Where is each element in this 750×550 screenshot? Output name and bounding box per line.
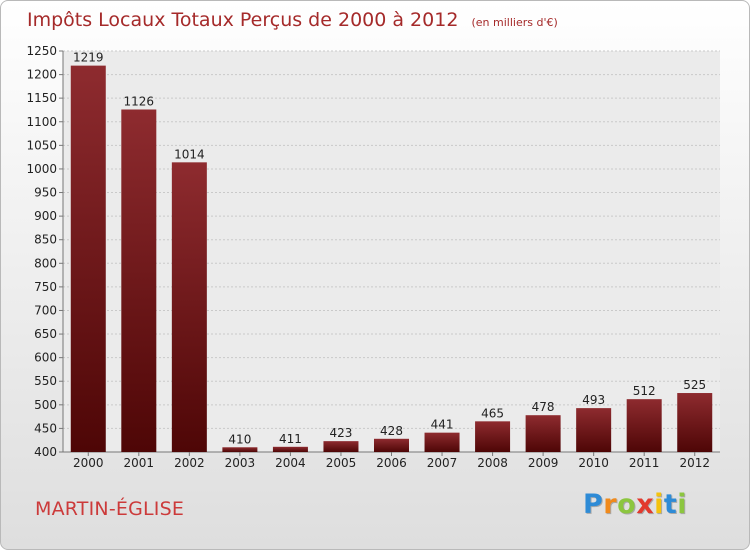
bar-value-label: 1126 bbox=[124, 94, 155, 108]
bar-value-label: 441 bbox=[431, 418, 454, 432]
x-tick-label: 2004 bbox=[275, 456, 306, 470]
logo-letter: i bbox=[654, 489, 664, 520]
x-tick-label: 2007 bbox=[427, 456, 458, 470]
y-tick-label: 900 bbox=[34, 209, 57, 223]
y-tick-label: 1250 bbox=[26, 44, 57, 58]
x-tick-label: 2008 bbox=[477, 456, 508, 470]
bar bbox=[70, 65, 106, 453]
bar-value-label: 428 bbox=[380, 424, 403, 438]
plot-area bbox=[63, 51, 720, 452]
y-tick-label: 450 bbox=[34, 421, 57, 435]
logo-letter: t bbox=[663, 489, 678, 520]
y-tick-label: 1100 bbox=[26, 115, 57, 129]
bar bbox=[222, 447, 258, 452]
location-label: MARTIN-ÉGLISE bbox=[35, 498, 185, 520]
x-tick-label: 2001 bbox=[124, 456, 155, 470]
logo-letter: x bbox=[636, 489, 655, 520]
y-tick-label: 500 bbox=[34, 398, 57, 412]
bar bbox=[576, 408, 612, 452]
y-tick-label: 1150 bbox=[26, 91, 57, 105]
y-tick-label: 1200 bbox=[26, 68, 57, 82]
bar-value-label: 1219 bbox=[73, 51, 104, 65]
bar bbox=[272, 446, 308, 452]
bar-value-label: 478 bbox=[532, 400, 555, 414]
bar bbox=[171, 162, 207, 452]
bar-value-label: 512 bbox=[633, 384, 656, 398]
bar bbox=[677, 393, 713, 452]
logo-letter: o bbox=[617, 489, 637, 520]
bar bbox=[323, 441, 359, 452]
y-tick-label: 650 bbox=[34, 327, 57, 341]
bar-value-label: 525 bbox=[683, 378, 706, 392]
y-tick-label: 550 bbox=[34, 374, 57, 388]
y-tick-label: 950 bbox=[34, 186, 57, 200]
y-tick-label: 700 bbox=[34, 303, 57, 317]
bar bbox=[525, 415, 561, 452]
y-tick-label: 400 bbox=[34, 445, 57, 459]
logo-letter: r bbox=[603, 489, 618, 520]
y-tick-label: 600 bbox=[34, 351, 57, 365]
bar bbox=[374, 438, 409, 452]
y-tick-label: 750 bbox=[34, 280, 57, 294]
x-tick-label: 2012 bbox=[679, 456, 710, 470]
bar-value-label: 411 bbox=[279, 432, 302, 446]
x-tick-label: 2006 bbox=[376, 456, 407, 470]
x-tick-label: 2011 bbox=[629, 456, 660, 470]
x-tick-label: 2003 bbox=[225, 456, 256, 470]
x-tick-label: 2009 bbox=[528, 456, 559, 470]
bar-value-label: 493 bbox=[582, 393, 605, 407]
bar bbox=[121, 109, 157, 452]
proxiti-logo: Proxiti bbox=[583, 489, 687, 520]
logo-letter: i bbox=[677, 489, 688, 520]
x-tick-label: 2005 bbox=[326, 456, 357, 470]
x-tick-label: 2002 bbox=[174, 456, 205, 470]
chart-title-main: Impôts Locaux Totaux Perçus de 2000 à 20… bbox=[27, 9, 459, 31]
bar bbox=[424, 432, 460, 452]
bar-value-label: 465 bbox=[481, 406, 504, 420]
chart-title: Impôts Locaux Totaux Perçus de 2000 à 20… bbox=[27, 9, 558, 31]
chart-subtitle: (en milliers d'€) bbox=[471, 16, 558, 29]
logo-letter: P bbox=[583, 489, 604, 520]
bar bbox=[626, 399, 662, 452]
bar-value-label: 1014 bbox=[174, 147, 205, 161]
y-tick-label: 850 bbox=[34, 233, 57, 247]
bar-value-label: 423 bbox=[330, 426, 353, 440]
y-tick-label: 1050 bbox=[26, 138, 57, 152]
y-tick-label: 800 bbox=[34, 256, 57, 270]
y-tick-label: 1000 bbox=[26, 162, 57, 176]
x-tick-label: 2010 bbox=[578, 456, 609, 470]
x-tick-label: 2000 bbox=[73, 456, 104, 470]
bar bbox=[475, 421, 511, 452]
bar-value-label: 410 bbox=[228, 432, 251, 446]
